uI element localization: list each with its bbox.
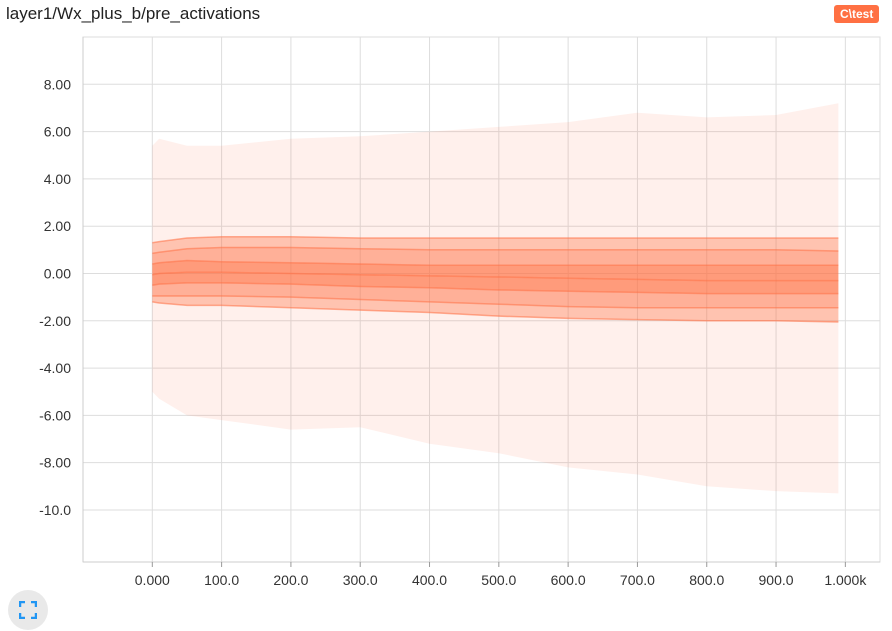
percentile-band bbox=[152, 282, 839, 308]
run-tag-badge[interactable]: C\test bbox=[834, 5, 880, 23]
y-axis: 8.00 6.00 4.00 2.00 0.00 -2.00 -4.00 -6.00 -8.00… bbox=[39, 37, 84, 562]
y-tick-label: -6.00 bbox=[39, 407, 71, 423]
x-tick-label: 200.0 bbox=[273, 572, 308, 588]
percentile-band bbox=[152, 247, 839, 266]
y-tick-label: -10.0 bbox=[39, 502, 71, 518]
percentile-band bbox=[152, 296, 839, 322]
y-tick-label: -2.00 bbox=[39, 313, 71, 329]
y-tick-label: 6.00 bbox=[44, 124, 71, 140]
fit-to-screen-button[interactable] bbox=[8, 590, 48, 630]
x-tick-label: 1.000k bbox=[824, 572, 867, 588]
percentile-line bbox=[152, 271, 839, 282]
y-tick-label: 8.00 bbox=[44, 76, 71, 92]
x-tick-label: 800.0 bbox=[689, 572, 724, 588]
x-tick-label: 700.0 bbox=[620, 572, 655, 588]
x-tick-label: 900.0 bbox=[759, 572, 794, 588]
y-tick-label: 0.00 bbox=[44, 265, 71, 281]
percentile-line bbox=[152, 282, 839, 295]
percentile-line bbox=[152, 295, 839, 309]
y-tick-label: 4.00 bbox=[44, 171, 71, 187]
chart-title: layer1/Wx_plus_b/pre_activations bbox=[6, 4, 261, 23]
percentile-line bbox=[152, 236, 839, 244]
x-axis: 0.000 100.0 200.0 300.0 400.0 500.0 600.0 700.0… bbox=[83, 561, 880, 588]
x-tick-label: 600.0 bbox=[551, 572, 586, 588]
y-tick-label: -4.00 bbox=[39, 360, 71, 376]
percentile-band bbox=[152, 272, 839, 294]
x-tick-label: 400.0 bbox=[412, 572, 447, 588]
fit-to-screen-icon bbox=[19, 601, 37, 619]
percentile-band bbox=[152, 301, 839, 494]
x-tick-label: 300.0 bbox=[343, 572, 378, 588]
percentile-band bbox=[152, 103, 839, 243]
percentile-line bbox=[152, 259, 839, 266]
x-tick-label: 500.0 bbox=[481, 572, 516, 588]
percentile-line bbox=[152, 301, 839, 323]
x-tick-label: 0.000 bbox=[135, 572, 170, 588]
y-tick-label: -8.00 bbox=[39, 455, 71, 471]
percentile-line bbox=[152, 246, 839, 255]
distribution-bands bbox=[152, 103, 839, 494]
x-tick-label: 100.0 bbox=[204, 572, 239, 588]
y-tick-label: 2.00 bbox=[44, 218, 71, 234]
